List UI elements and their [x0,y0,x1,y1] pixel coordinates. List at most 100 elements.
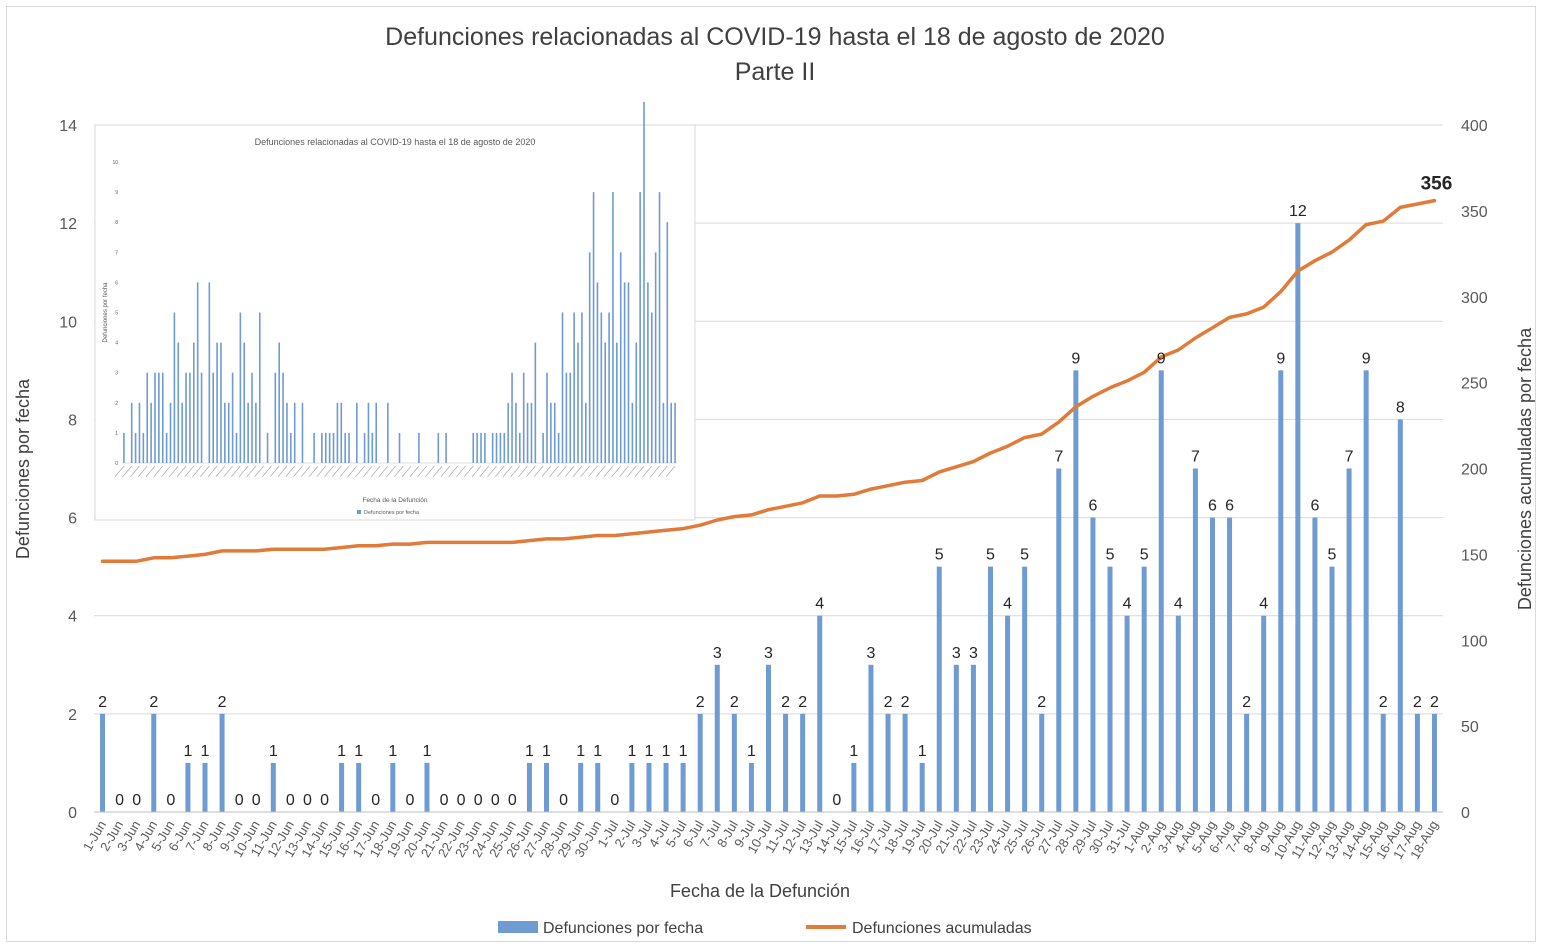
bar-data-label: 5 [935,547,944,564]
inset-x-tick-mark [161,465,171,477]
bar-data-label: 1 [201,743,210,760]
inset-y-tick-label: 0 [115,461,118,467]
y-tick-label-right: 400 [1461,118,1488,135]
inset-x-tick-mark [440,465,451,477]
y-tick-label-right: 50 [1461,719,1479,736]
inset-y-tick-label: 9 [115,190,118,196]
inset-bar [418,432,420,463]
inset-x-tick-mark [246,465,257,477]
y-tick-label-left: 6 [68,511,77,528]
inset-x-tick-mark [463,465,474,477]
bar-data-label: 5 [1020,547,1029,564]
inset-bar [650,312,653,463]
inset-bar [666,222,669,463]
inset-bar [569,372,572,463]
inset-x-tick-mark [114,465,125,477]
bar-data-label: 1 [269,743,278,760]
inset-bar [480,432,482,463]
inset-x-tick-mark [378,465,389,477]
inset-x-tick-mark [300,465,311,477]
inset-legend-label: Defunciones por fecha [364,510,420,516]
bar-data-label: 0 [252,792,261,809]
y-tick-label-left: 12 [59,216,77,233]
bar [902,713,908,812]
bar [356,762,362,812]
bar-data-label: 1 [542,743,551,760]
inset-x-tick-mark [130,465,140,477]
bar [936,566,942,812]
inset-x-tick-mark [619,465,629,477]
bar [1329,566,1335,812]
bar-data-label: 1 [576,743,585,760]
inset-x-tick-mark [494,465,505,477]
inset-bar [507,402,509,463]
bar-data-label: 0 [832,792,841,809]
bar-data-label: 0 [559,792,568,809]
bar-data-label: 4 [1259,596,1268,613]
bar [748,762,754,812]
bar-data-label: 2 [696,694,705,711]
inset-background [94,124,696,521]
inset-bar [445,432,447,463]
inset-bar [596,282,599,463]
bar-data-label: 2 [149,694,158,711]
inset-x-tick-mark [184,465,195,477]
bar [339,762,345,812]
bar-data-label: 4 [1003,596,1012,613]
bar-data-label: 0 [440,792,449,809]
inset-bar [208,282,211,463]
bar-data-label: 0 [474,792,483,809]
chart-subtitle: Parte II [735,58,816,86]
inset-bar [356,402,358,463]
bar-data-label: 4 [1174,596,1183,613]
inset-x-tick-mark [254,465,264,477]
inset-bar [561,312,564,463]
inset-x-tick-mark [603,465,614,477]
inset-bar [161,372,164,463]
bar-data-label: 9 [1362,350,1371,367]
inset-x-tick-mark [541,465,552,477]
y-tick-label-left: 0 [68,805,77,822]
bar-data-label: 5 [986,547,995,564]
inset-bar [647,282,649,463]
inset-bar [321,432,323,463]
inset-bar [235,432,238,463]
inset-bar [290,432,292,463]
bar [151,713,157,812]
bar [714,664,720,812]
bar-data-label: 1 [645,743,654,760]
inset-bar [530,402,533,463]
y-tick-label-right: 200 [1461,462,1488,479]
bar [885,713,891,812]
inset-y-tick-label: 10 [112,160,118,166]
bar-data-label: 3 [867,645,876,662]
inset-bar [220,342,222,463]
bar-data-label: 0 [457,792,466,809]
bar-data-label: 0 [303,792,312,809]
inset-bar [255,402,257,463]
bar-data-label: 3 [764,645,773,662]
bar-data-label: 1 [627,743,636,760]
bar-data-label: 5 [1328,547,1337,564]
bar-data-label: 1 [525,743,534,760]
inset-bar [158,372,160,463]
bar-data-label: 2 [730,694,739,711]
bar [1039,713,1045,812]
inset-x-tick-mark [308,465,319,477]
bar [1175,615,1181,812]
inset-bar [565,372,568,463]
inset-x-tick-mark [137,465,148,477]
inset-bar [301,402,304,463]
inset-bar [173,312,176,463]
inset-bar [639,192,641,463]
bar-data-label: 6 [1088,498,1097,515]
inset-x-tick-mark [448,465,459,477]
bar-data-label: 7 [1345,449,1354,466]
inset-x-tick-mark [370,465,381,477]
inset-x-tick-mark [215,465,226,477]
inset-bar [130,402,133,463]
bar [1397,419,1403,812]
bar-data-label: 1 [662,743,671,760]
bar [1005,615,1011,812]
bar [1295,223,1301,813]
